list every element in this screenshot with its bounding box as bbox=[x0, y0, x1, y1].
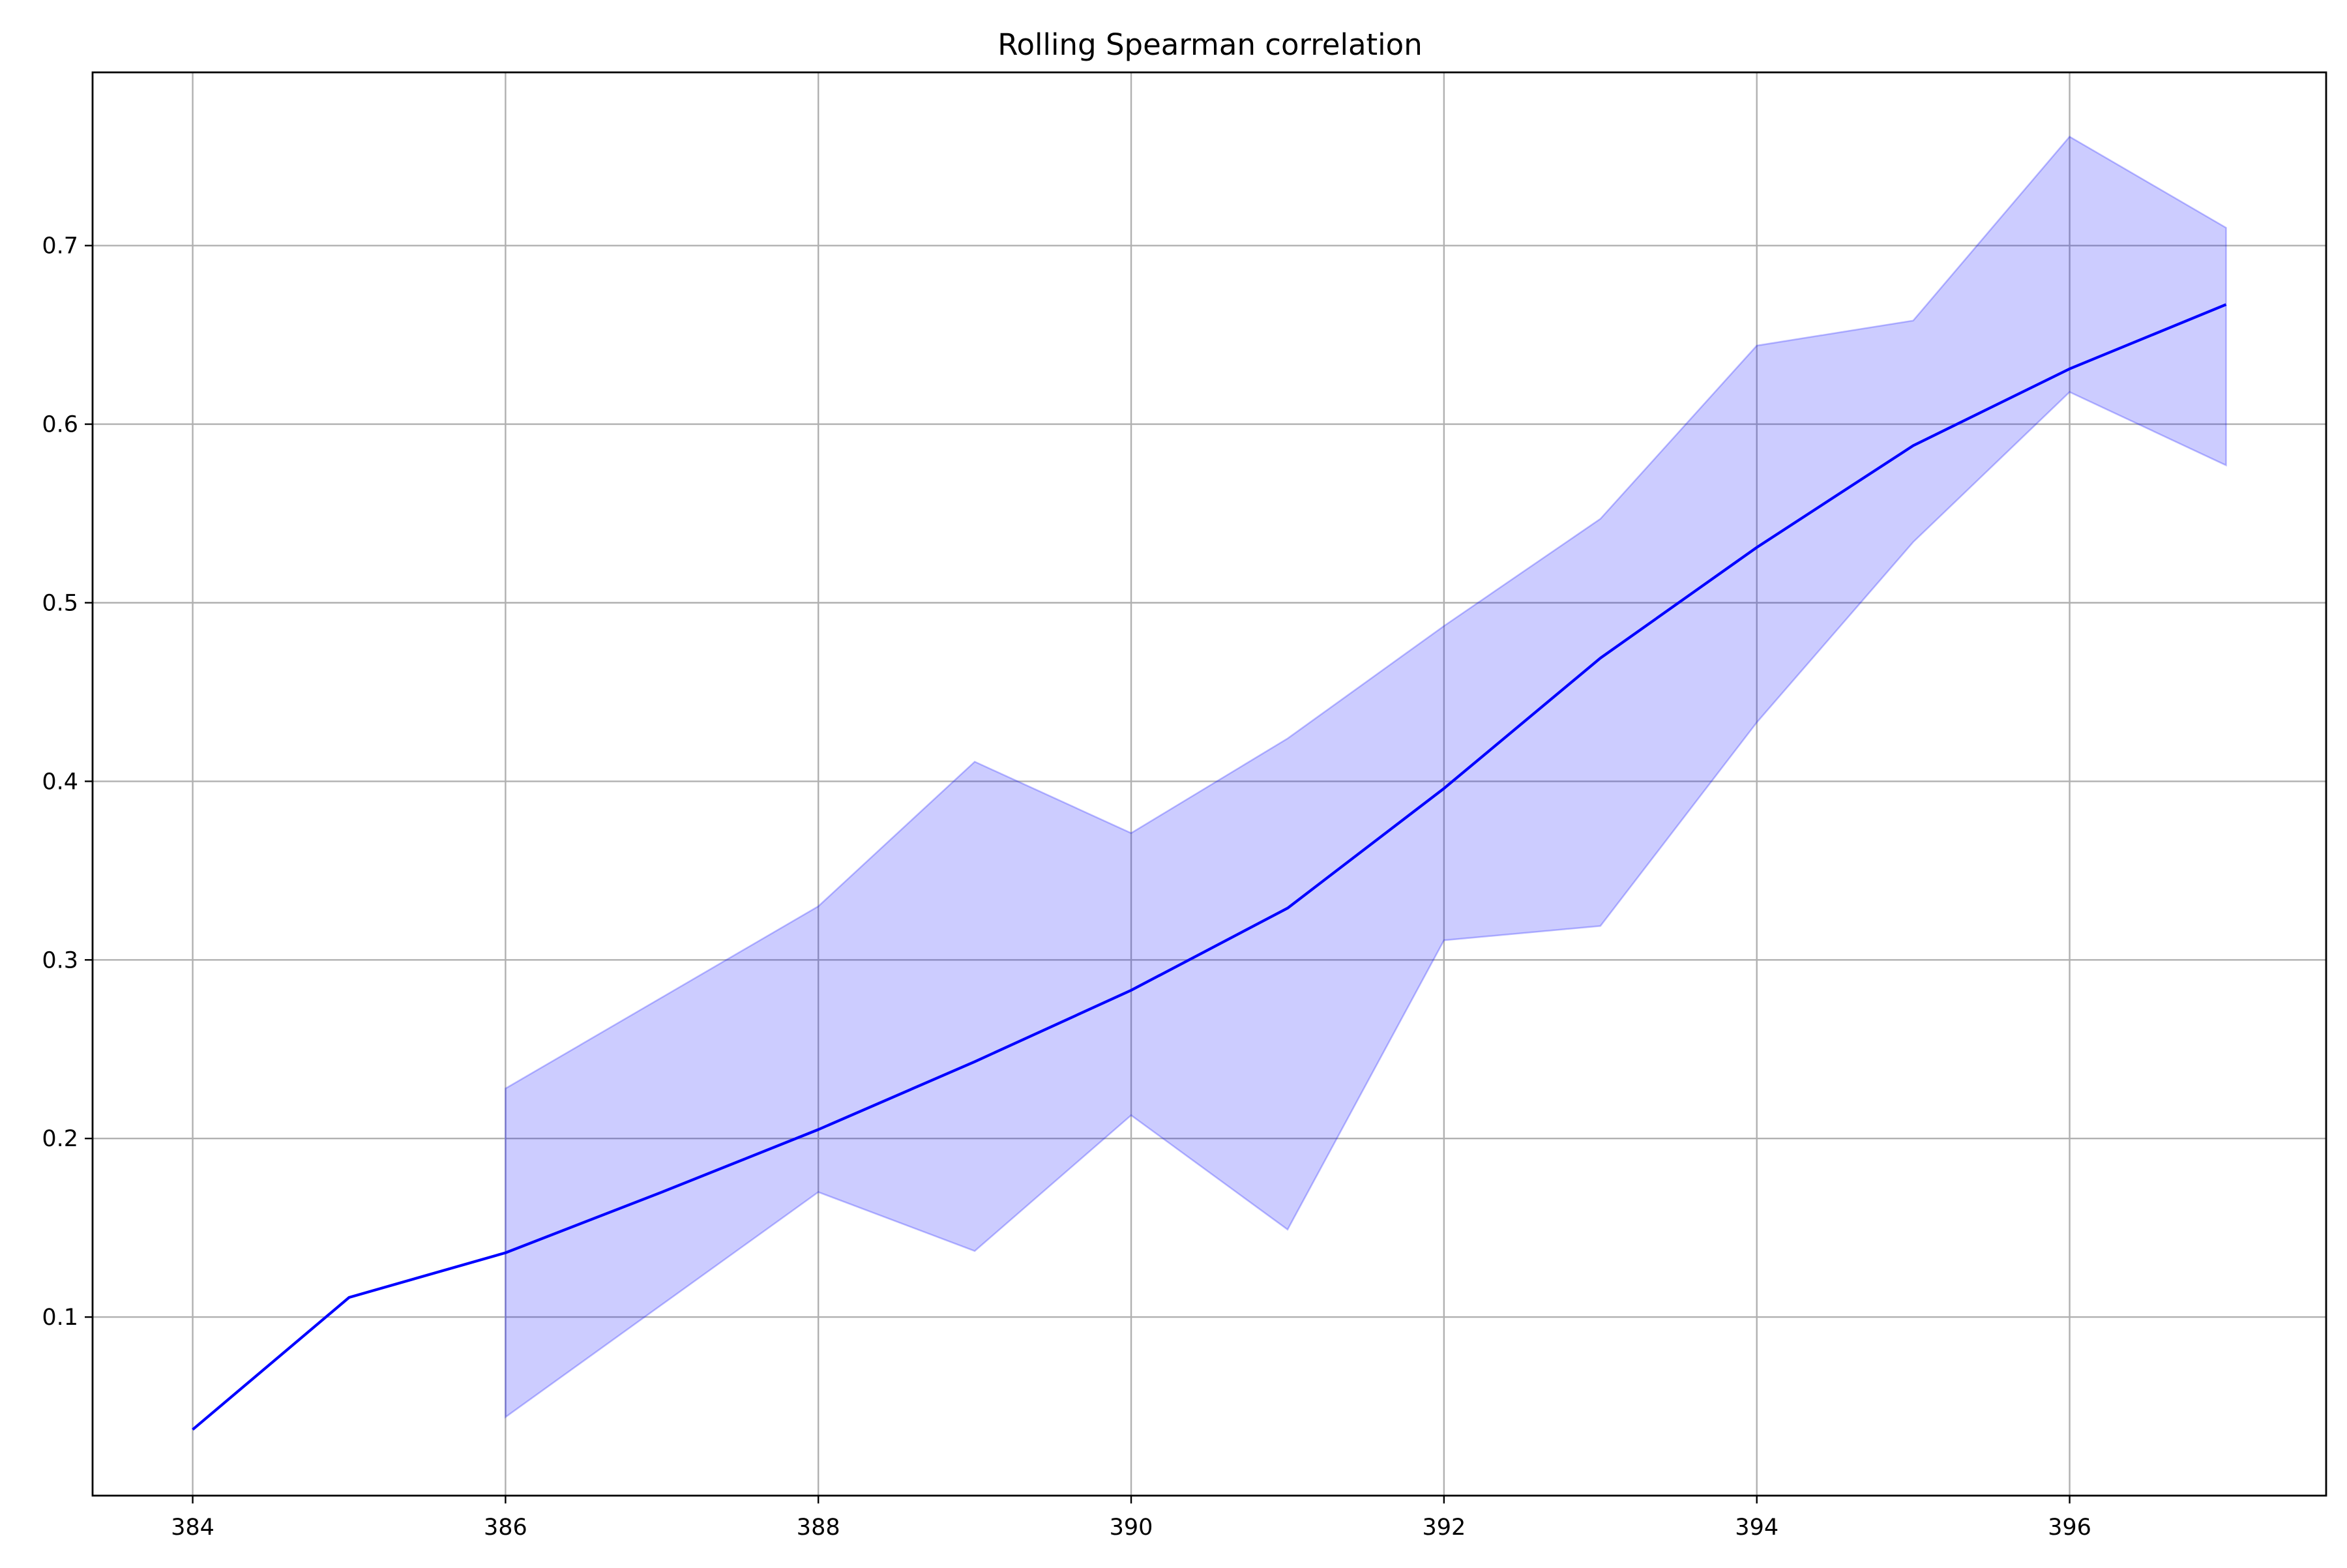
x-tick-label-390: 390 bbox=[1110, 1515, 1153, 1541]
chart-title: Rolling Spearman correlation bbox=[997, 27, 1422, 62]
y-tick-label-0_2: 0.2 bbox=[42, 1126, 78, 1152]
x-tick-label-386: 386 bbox=[484, 1515, 527, 1541]
y-tick-label-0_4: 0.4 bbox=[42, 769, 78, 795]
x-tick-label-388: 388 bbox=[797, 1515, 840, 1541]
x-tick-label-394: 394 bbox=[1735, 1515, 1779, 1541]
y-tick-label-0_5: 0.5 bbox=[42, 590, 78, 616]
x-tick-label-384: 384 bbox=[171, 1515, 214, 1541]
y-tick-label-0_6: 0.6 bbox=[42, 412, 78, 438]
y-tick-label-0_7: 0.7 bbox=[42, 233, 78, 259]
y-tick-label-0_3: 0.3 bbox=[42, 947, 78, 973]
x-tick-label-392: 392 bbox=[1422, 1515, 1466, 1541]
y-tick-label-0_1: 0.1 bbox=[42, 1305, 78, 1331]
x-tick-label-396: 396 bbox=[2048, 1515, 2091, 1541]
